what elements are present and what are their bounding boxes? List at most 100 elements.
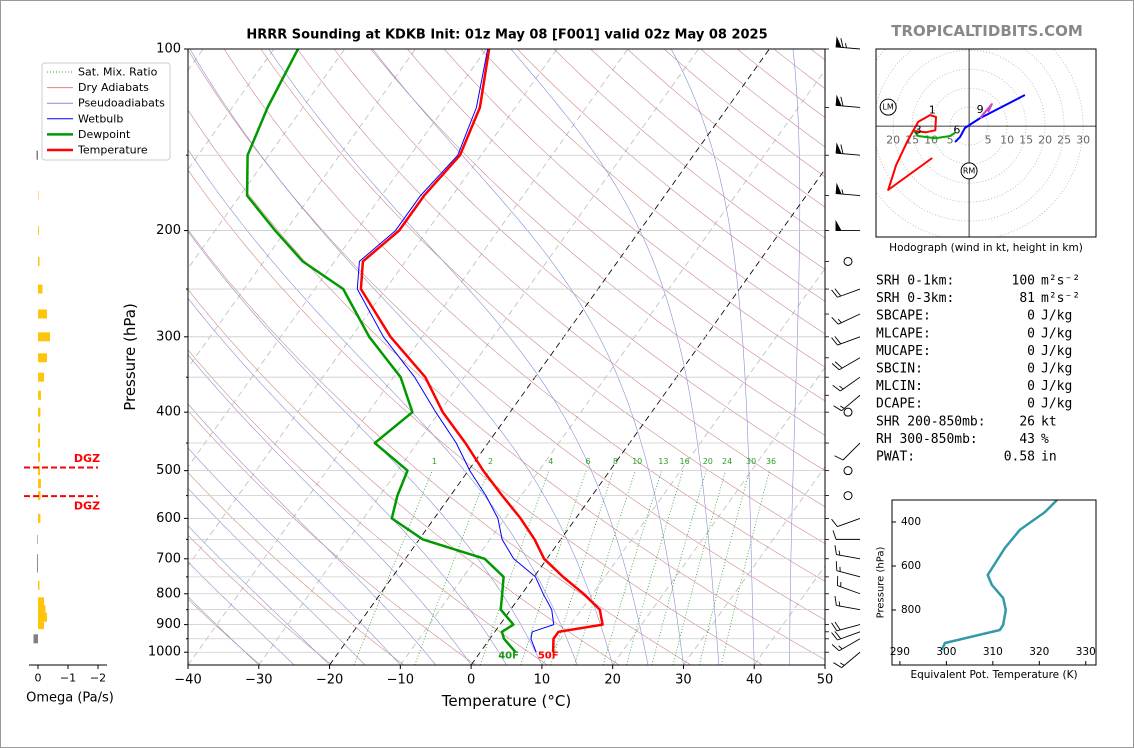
mixing-ratio-line bbox=[626, 470, 684, 665]
omega-bar bbox=[38, 605, 46, 615]
omega-bar bbox=[37, 563, 38, 573]
omega-bar bbox=[38, 580, 40, 590]
wind-barb bbox=[831, 357, 861, 371]
dgz-label: DGZ bbox=[74, 452, 100, 465]
wind-barb bbox=[831, 336, 861, 346]
ring-label: 20 bbox=[886, 134, 900, 147]
mixing-ratio-line bbox=[574, 470, 636, 665]
mixing-ratio-label: 36 bbox=[766, 457, 776, 466]
surface-temp-label: 50F bbox=[538, 651, 559, 662]
ring-label: 5 bbox=[947, 134, 954, 147]
mixing-ratio-line bbox=[672, 470, 726, 665]
y-tick-label: 800 bbox=[901, 604, 921, 616]
dry-adiabat bbox=[517, 49, 825, 302]
pseudoadiabat bbox=[188, 487, 366, 665]
dry-adiabat bbox=[188, 349, 548, 665]
x-tick-label: −2 bbox=[90, 672, 106, 685]
isotherm bbox=[188, 49, 558, 567]
omega-bar bbox=[38, 256, 40, 266]
dry-adiabat bbox=[333, 49, 825, 472]
y-tick-label: 300 bbox=[156, 329, 181, 344]
x-tick-label: 10 bbox=[534, 673, 551, 688]
omega-bar bbox=[38, 513, 41, 523]
x-tick-label: −30 bbox=[245, 673, 272, 688]
omega-bar bbox=[38, 407, 41, 417]
wind-barb bbox=[835, 142, 861, 156]
mixing-ratio-label: 6 bbox=[586, 457, 591, 466]
ring-label: 15 bbox=[1019, 134, 1033, 147]
omega-bar bbox=[38, 284, 43, 294]
pseudoadiabat bbox=[188, 230, 543, 665]
y-tick-label: 100 bbox=[156, 42, 181, 57]
theta-e-line bbox=[940, 500, 1058, 651]
pseudoadiabat bbox=[372, 49, 684, 665]
wind-barb bbox=[832, 530, 860, 540]
dry-adiabat bbox=[188, 534, 333, 665]
ring-label: 10 bbox=[1000, 134, 1014, 147]
mixing-ratio-line bbox=[699, 470, 751, 665]
mixing-ratio-label: 8 bbox=[613, 457, 618, 466]
omega-bar bbox=[38, 452, 41, 462]
pseudoadiabat bbox=[188, 297, 507, 665]
wind-barb bbox=[833, 651, 861, 669]
height-label: 6 bbox=[953, 124, 960, 137]
wind-barb bbox=[831, 313, 861, 325]
pseudoadiabat bbox=[188, 525, 330, 665]
hodograph-trace bbox=[887, 114, 937, 191]
y-tick-label: 600 bbox=[156, 511, 181, 526]
wind-barb bbox=[831, 517, 861, 528]
pseudoadiabat bbox=[188, 403, 436, 665]
x-tick-label: 310 bbox=[983, 646, 1003, 658]
dry-adiabat bbox=[407, 49, 825, 402]
parameter-label: MUCAPE: bbox=[876, 344, 931, 359]
omega-bar bbox=[37, 534, 38, 544]
parameter-unit: J/kg bbox=[1041, 379, 1072, 394]
dgz-label: DGZ bbox=[74, 500, 100, 513]
parameter-unit: in bbox=[1041, 450, 1057, 465]
parameter-label: MLCIN: bbox=[876, 379, 923, 394]
y-tick-label: 200 bbox=[156, 223, 181, 238]
storm-motion-label: RM bbox=[963, 166, 976, 175]
x-axis-title: Equivalent Pot. Temperature (K) bbox=[910, 669, 1077, 681]
omega-bar bbox=[33, 634, 38, 644]
omega-bar bbox=[38, 353, 47, 363]
dry-adiabat bbox=[188, 472, 405, 665]
parameter-value: 0 bbox=[1027, 362, 1035, 377]
mixing-ratio-label: 10 bbox=[632, 457, 642, 466]
wind-barb bbox=[831, 288, 861, 298]
dry-adiabat bbox=[188, 49, 825, 621]
x-tick-label: 330 bbox=[1076, 646, 1096, 658]
omega-bar bbox=[37, 554, 38, 564]
dry-adiabat bbox=[480, 49, 825, 335]
theta-e-frame bbox=[891, 499, 1097, 666]
mixing-ratio-label: 13 bbox=[658, 457, 668, 466]
omega-bar bbox=[36, 150, 38, 160]
x-tick-label: 30 bbox=[675, 673, 692, 688]
omega-bar bbox=[38, 478, 41, 488]
mixing-ratio-label: 24 bbox=[722, 457, 732, 466]
isotherm bbox=[400, 69, 825, 665]
ring-label: 10 bbox=[924, 134, 938, 147]
parameter-unit: J/kg bbox=[1041, 309, 1072, 324]
parameter-value: 0 bbox=[1027, 379, 1035, 394]
pseudoadiabat bbox=[510, 49, 720, 665]
profile-line bbox=[245, 49, 517, 654]
isotherm bbox=[258, 49, 699, 665]
omega-bar bbox=[38, 309, 47, 319]
wind-barb bbox=[835, 219, 860, 232]
chart-title: HRRR Sounding at KDKB Init: 01z May 08 [… bbox=[246, 28, 767, 43]
parameter-value: 26 bbox=[1019, 414, 1035, 429]
surface-temp-label: 40F bbox=[498, 651, 519, 662]
omega-bar bbox=[38, 491, 41, 501]
y-tick-label: 700 bbox=[156, 551, 181, 566]
omega-bar bbox=[38, 620, 44, 630]
wind-barb bbox=[834, 596, 861, 611]
pseudoadiabat bbox=[670, 49, 755, 665]
pseudoadiabat bbox=[188, 596, 260, 665]
wind-barb bbox=[835, 94, 861, 108]
parameter-unit: m²s⁻² bbox=[1041, 274, 1080, 289]
mixing-ratio-label: 1 bbox=[432, 457, 437, 466]
parameter-unit: kt bbox=[1041, 414, 1057, 429]
y-tick-label: 900 bbox=[156, 617, 181, 632]
